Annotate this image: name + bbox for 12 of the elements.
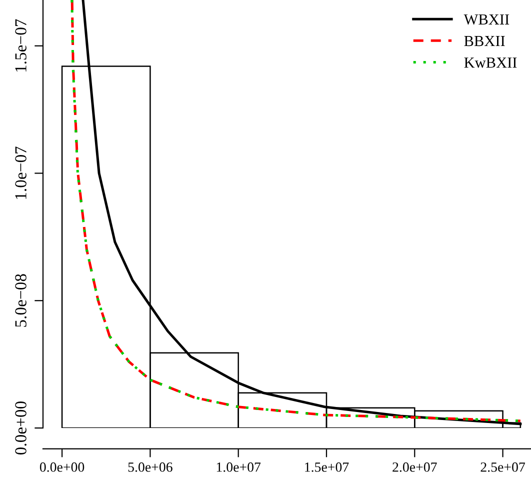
x-tick-label: 0.0e+00 bbox=[40, 462, 84, 472]
x-tick-label: 1.0e+07 bbox=[216, 462, 261, 472]
y-tick-label: 5.0e−08 bbox=[15, 274, 26, 327]
legend-label: KwBXII bbox=[464, 58, 517, 68]
x-tick-label: 5.0e+06 bbox=[128, 462, 172, 472]
legend-label: BBXII bbox=[464, 36, 505, 46]
x-tick-label: 2.0e+07 bbox=[392, 462, 437, 472]
x-tick-label: 1.5e+07 bbox=[305, 462, 349, 472]
legend-label: WBXII bbox=[464, 14, 510, 25]
y-tick-label: 1.5e−07 bbox=[15, 19, 26, 72]
x-tick-label: 2.5e+07 bbox=[480, 462, 526, 472]
y-tick-label: 1.0e−07 bbox=[15, 146, 26, 199]
